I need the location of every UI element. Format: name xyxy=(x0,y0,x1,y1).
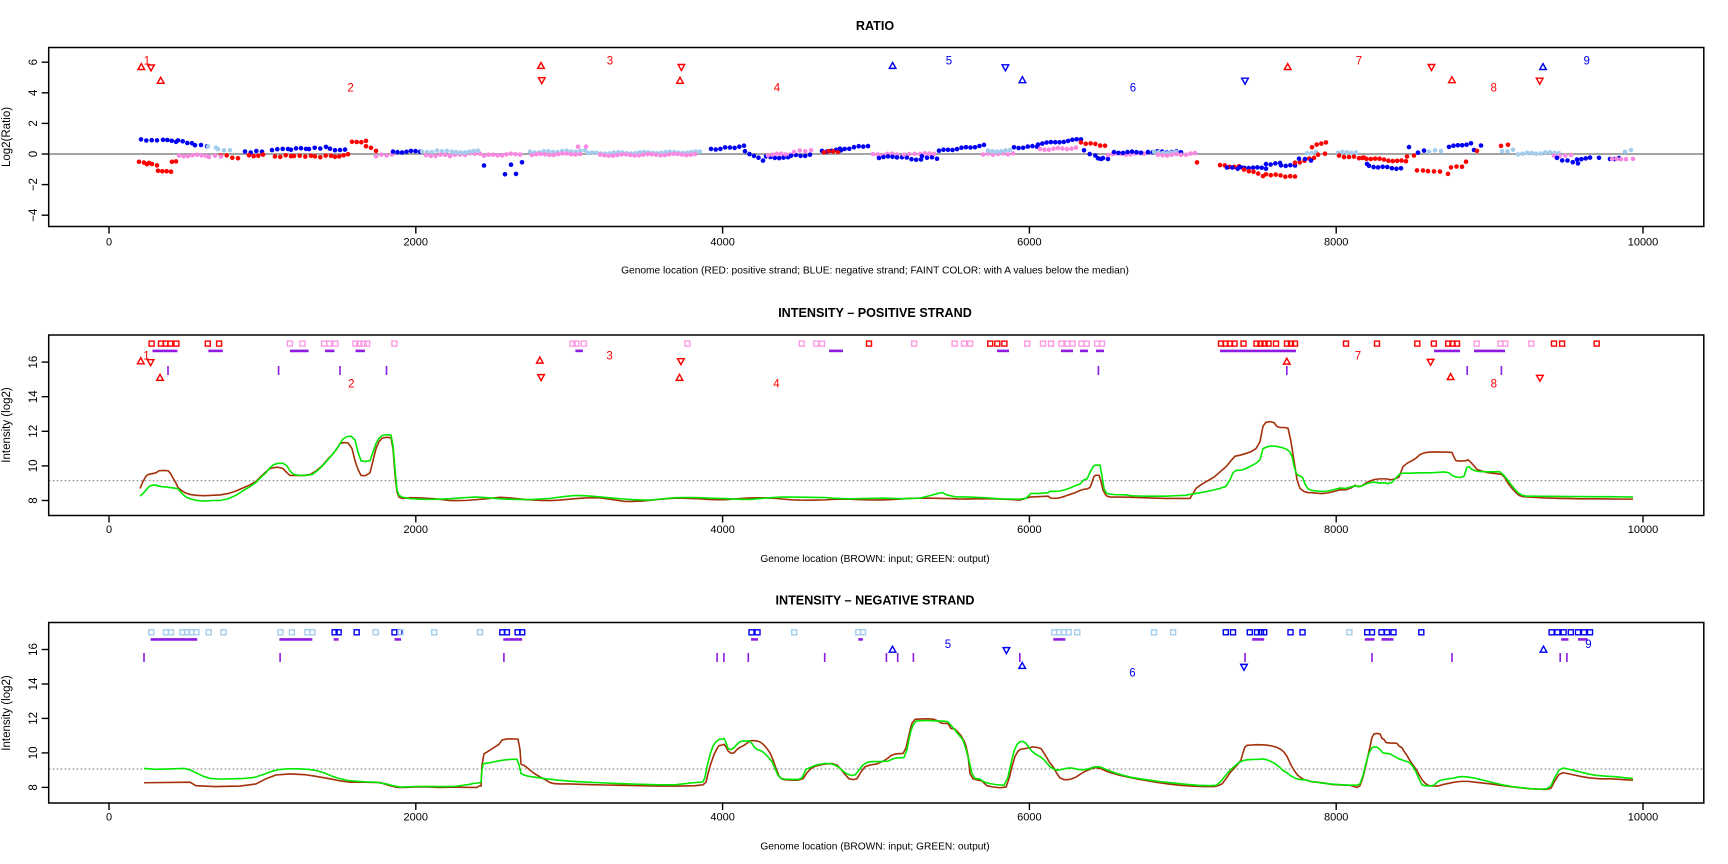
svg-text:8: 8 xyxy=(28,497,40,503)
svg-text:−4: −4 xyxy=(28,208,40,222)
svg-text:4000: 4000 xyxy=(710,524,734,536)
svg-text:10000: 10000 xyxy=(1628,812,1659,824)
svg-text:5: 5 xyxy=(946,56,952,68)
svg-text:10: 10 xyxy=(28,460,40,473)
svg-text:10: 10 xyxy=(28,747,40,760)
svg-text:8: 8 xyxy=(1491,379,1497,391)
svg-text:5: 5 xyxy=(945,639,951,651)
svg-text:9: 9 xyxy=(1583,56,1589,68)
svg-text:8: 8 xyxy=(1490,83,1496,95)
svg-text:6: 6 xyxy=(1129,668,1135,680)
svg-text:8000: 8000 xyxy=(1324,524,1348,536)
svg-text:1: 1 xyxy=(144,56,150,68)
svg-text:4: 4 xyxy=(773,379,780,391)
svg-text:2: 2 xyxy=(28,120,40,126)
svg-text:4: 4 xyxy=(774,83,781,95)
svg-text:10000: 10000 xyxy=(1628,237,1659,249)
svg-text:6: 6 xyxy=(28,59,40,65)
svg-text:8000: 8000 xyxy=(1324,812,1348,824)
svg-text:0: 0 xyxy=(106,812,112,824)
svg-text:RATIO: RATIO xyxy=(856,19,894,33)
svg-text:8000: 8000 xyxy=(1324,237,1348,249)
svg-text:Intensity (log2): Intensity (log2) xyxy=(1,387,13,463)
svg-text:3: 3 xyxy=(606,351,612,363)
svg-text:0: 0 xyxy=(106,237,112,249)
svg-text:12: 12 xyxy=(28,425,40,438)
svg-text:Genome location (RED: positive: Genome location (RED: positive strand; B… xyxy=(621,266,1129,277)
svg-text:16: 16 xyxy=(28,356,40,369)
svg-text:1: 1 xyxy=(143,351,149,363)
svg-text:Log2(Ratio): Log2(Ratio) xyxy=(1,107,13,167)
svg-text:12: 12 xyxy=(28,712,40,725)
svg-text:8: 8 xyxy=(28,784,40,790)
svg-text:2: 2 xyxy=(347,83,353,95)
svg-text:2000: 2000 xyxy=(404,524,428,536)
svg-text:Genome location (BROWN: input;: Genome location (BROWN: input; GREEN: ou… xyxy=(760,842,989,853)
svg-text:6000: 6000 xyxy=(1017,812,1041,824)
svg-text:INTENSITY – NEGATIVE STRAND: INTENSITY – NEGATIVE STRAND xyxy=(776,594,975,608)
svg-text:INTENSITY – POSITIVE STRAND: INTENSITY – POSITIVE STRAND xyxy=(778,306,972,320)
svg-text:2: 2 xyxy=(348,379,354,391)
svg-text:14: 14 xyxy=(28,677,40,690)
svg-text:−2: −2 xyxy=(28,178,40,191)
svg-text:7: 7 xyxy=(1355,351,1361,363)
svg-text:6000: 6000 xyxy=(1017,524,1041,536)
svg-text:2000: 2000 xyxy=(404,812,428,824)
svg-text:10000: 10000 xyxy=(1628,524,1659,536)
svg-text:7: 7 xyxy=(1356,56,1362,68)
svg-text:6: 6 xyxy=(1130,83,1136,95)
svg-text:6000: 6000 xyxy=(1017,237,1041,249)
svg-text:14: 14 xyxy=(28,390,40,403)
svg-text:4: 4 xyxy=(28,89,40,96)
svg-text:3: 3 xyxy=(607,56,613,68)
svg-text:9: 9 xyxy=(1585,639,1591,651)
svg-text:2000: 2000 xyxy=(404,237,428,249)
svg-text:Genome location (BROWN: input;: Genome location (BROWN: input; GREEN: ou… xyxy=(760,554,989,565)
svg-text:16: 16 xyxy=(28,643,40,656)
svg-text:4000: 4000 xyxy=(710,237,734,249)
svg-text:0: 0 xyxy=(28,151,40,157)
svg-text:Intensity (log2): Intensity (log2) xyxy=(1,675,13,751)
svg-text:0: 0 xyxy=(106,524,112,536)
svg-text:4000: 4000 xyxy=(710,812,734,824)
